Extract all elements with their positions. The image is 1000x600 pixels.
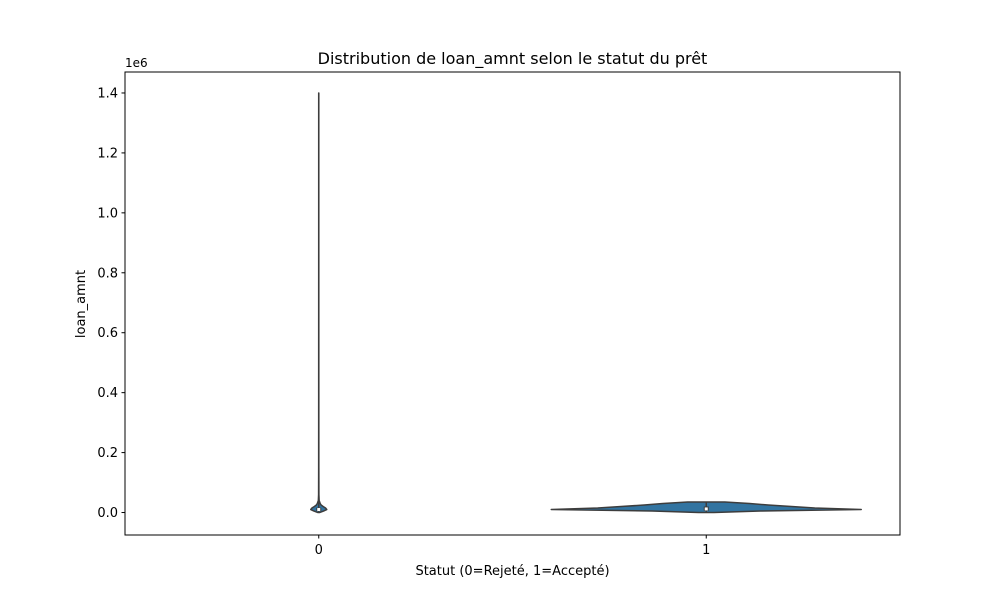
- violin-median-0: [317, 508, 321, 512]
- x-axis-label: Statut (0=Rejeté, 1=Accepté): [415, 564, 609, 579]
- y-tick-label: 0.2: [97, 446, 118, 461]
- y-tick-label: 1.4: [97, 86, 118, 101]
- violin-median-1: [704, 507, 708, 511]
- y-axis: 0.0 0.2 0.4 0.6 0.8 1.0 1.2 1.4: [97, 86, 125, 521]
- x-tick-label: 0: [315, 543, 323, 558]
- x-tick-label: 1: [702, 543, 710, 558]
- y-axis-offset-label: 1e6: [125, 56, 148, 70]
- y-tick-label: 0.8: [97, 266, 118, 281]
- violins: [310, 92, 862, 514]
- y-tick-label: 1.2: [97, 146, 118, 161]
- y-tick-label: 0.4: [97, 386, 118, 401]
- y-tick-label: 0.6: [97, 326, 118, 341]
- chart-title: Distribution de loan_amnt selon le statu…: [318, 49, 708, 69]
- plot-frame: [124, 71, 901, 536]
- y-tick-label: 0.0: [97, 506, 118, 521]
- y-tick-label: 1.0: [97, 206, 118, 221]
- y-axis-label: loan_amnt: [74, 270, 89, 338]
